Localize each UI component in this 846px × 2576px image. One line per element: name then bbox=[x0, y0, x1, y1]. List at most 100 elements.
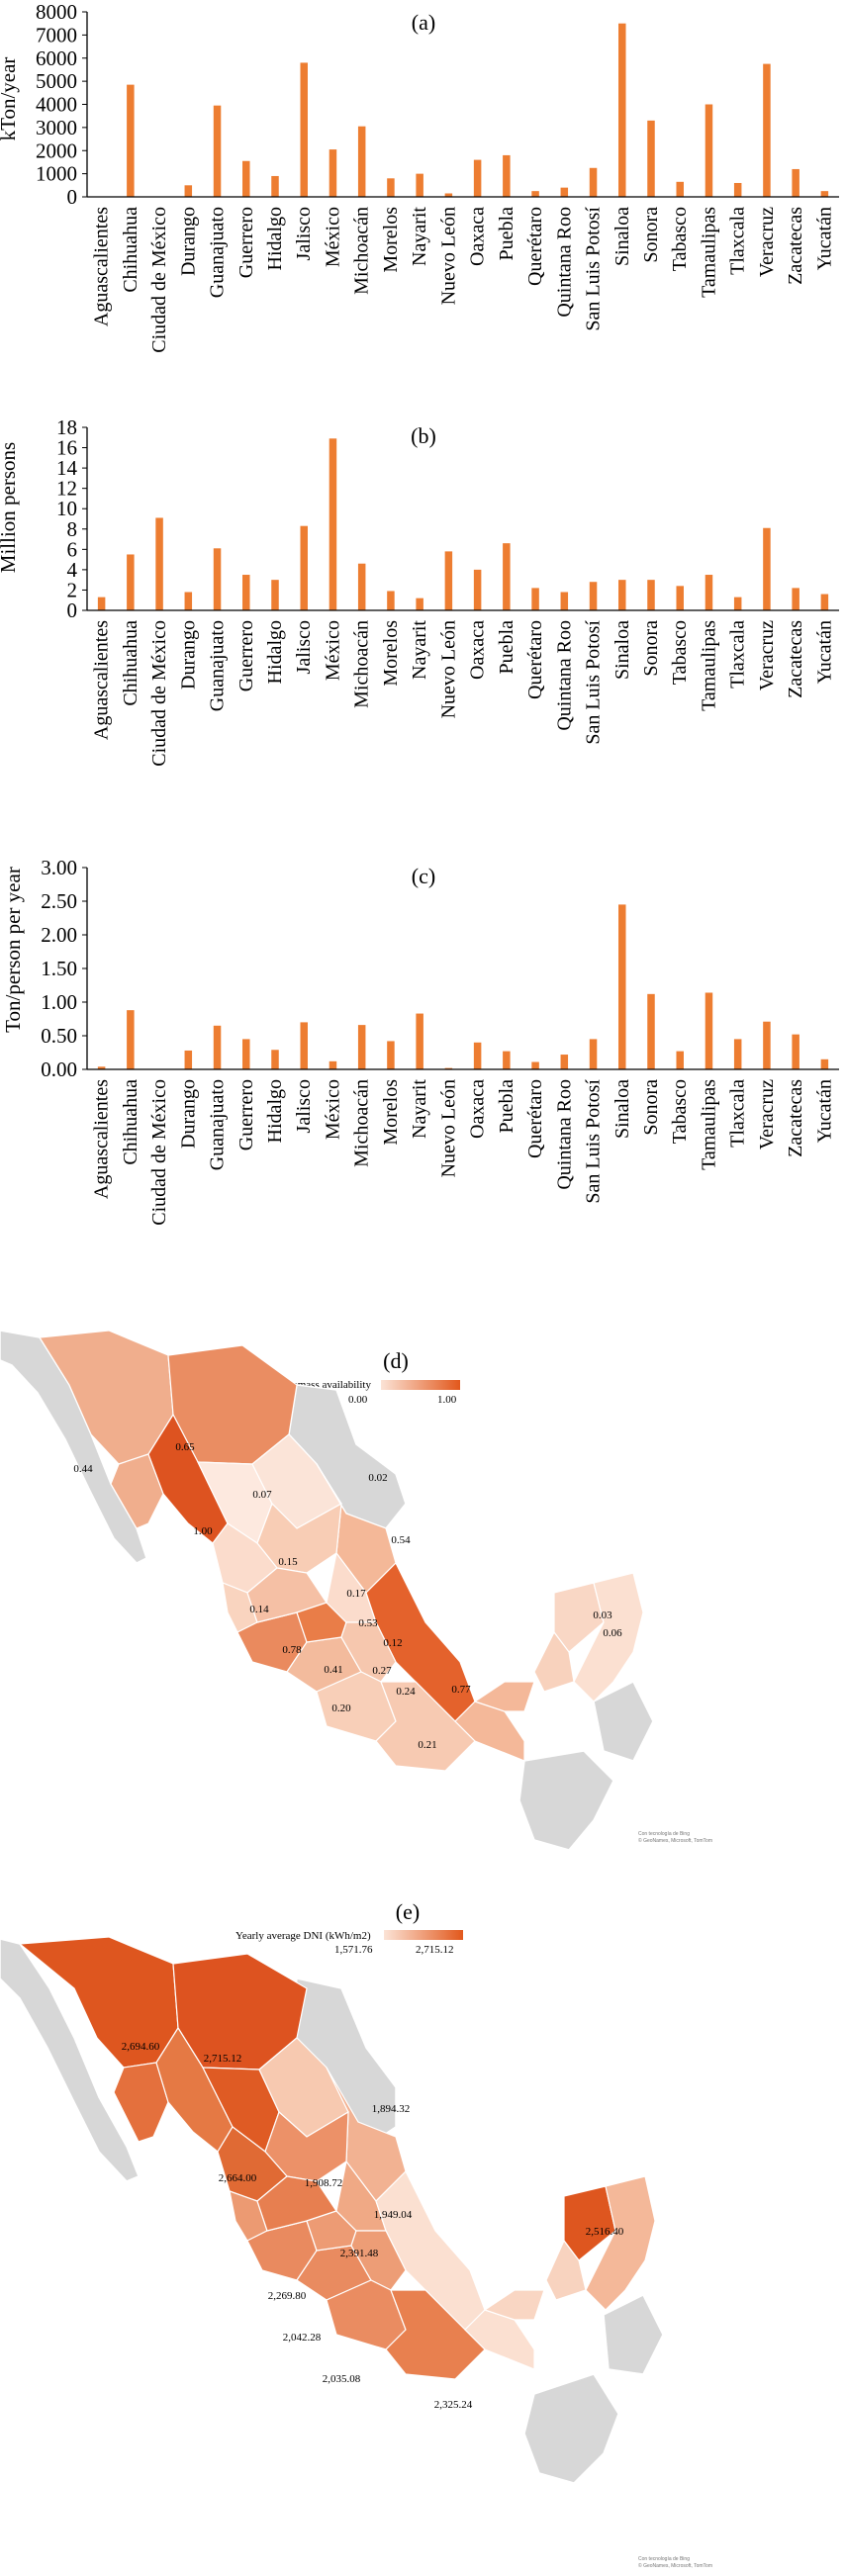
x-category-label: Tamaulipas bbox=[698, 620, 719, 711]
x-category-label: Tamaulipas bbox=[698, 207, 719, 298]
x-category-label: Tabasco bbox=[669, 207, 691, 271]
bar bbox=[127, 1010, 135, 1069]
bar bbox=[242, 575, 250, 610]
map-d-value-labels: 0.44 0.65 1.00 0.07 0.02 0.54 0.15 0.17 0.14 0.53… bbox=[73, 1441, 622, 1751]
x-category-label: Michoacán bbox=[351, 207, 373, 295]
x-category-label: Querétaro bbox=[524, 620, 546, 699]
x-category-label: Tlaxcala bbox=[727, 1079, 749, 1148]
x-category-label: Tamaulipas bbox=[698, 1079, 719, 1170]
y-tick-label: 5000 bbox=[36, 69, 77, 93]
x-category-label: Morelos bbox=[380, 207, 402, 273]
map-d-credit-1: Con tecnología de Bing bbox=[638, 1831, 690, 1837]
y-tick-label: 8000 bbox=[36, 0, 77, 24]
map-e-legend: Yearly average DNI (kWh/m2) 1,571.76 2,7… bbox=[235, 1930, 463, 1956]
x-category-label: Michoacán bbox=[351, 1079, 373, 1167]
map-d-legend-max: 1.00 bbox=[437, 1394, 457, 1406]
bar bbox=[733, 182, 742, 197]
region-value-label: 0.15 bbox=[278, 1556, 298, 1568]
bar bbox=[531, 1061, 539, 1069]
region-value-label: 1,908.72 bbox=[305, 2177, 343, 2189]
map-e-states bbox=[18, 1936, 656, 2380]
x-category-label: Tlaxcala bbox=[727, 207, 749, 275]
y-tick-label: 1.50 bbox=[41, 957, 77, 980]
map-d-legend-min: 0.00 bbox=[348, 1394, 368, 1406]
bar bbox=[329, 149, 337, 197]
x-category-label: Guerrero bbox=[235, 207, 257, 278]
y-tick-label: 16 bbox=[56, 436, 77, 460]
x-category-label: Nuevo León bbox=[437, 620, 459, 718]
region-value-label: 0.24 bbox=[396, 1686, 416, 1698]
x-category-label: Nuevo León bbox=[437, 1079, 459, 1177]
bar bbox=[503, 1051, 511, 1069]
x-category-label: Sonora bbox=[640, 207, 662, 263]
bar bbox=[127, 84, 135, 197]
bar bbox=[820, 1058, 829, 1069]
map-d-biomass-availability: (d) Normalized biomass availability 0.00… bbox=[0, 1330, 712, 1851]
map-d-states bbox=[38, 1330, 644, 1772]
x-category-label: Oaxaca bbox=[467, 1079, 489, 1139]
x-category-label: Yucatán bbox=[813, 620, 835, 684]
region-value-label: 0.07 bbox=[252, 1489, 272, 1501]
region-value-label: 1,894.32 bbox=[372, 2103, 411, 2115]
bar bbox=[618, 23, 626, 197]
bar bbox=[560, 592, 569, 610]
region-value-label: 0.14 bbox=[249, 1604, 269, 1615]
region-value-label: 0.54 bbox=[391, 1534, 411, 1546]
y-tick-label: 4000 bbox=[36, 93, 77, 117]
bar bbox=[503, 154, 511, 197]
y-tick-label: 4 bbox=[67, 558, 78, 582]
region-value-label: 0.12 bbox=[383, 1637, 402, 1649]
x-category-label: Quintana Roo bbox=[553, 207, 575, 318]
y-tick-label: 1000 bbox=[36, 162, 77, 186]
region-value-label: 0.53 bbox=[358, 1617, 378, 1629]
bar bbox=[705, 104, 713, 197]
bar bbox=[300, 525, 308, 610]
x-category-label: Nayarit bbox=[409, 620, 430, 680]
bar bbox=[733, 597, 742, 610]
bar bbox=[618, 904, 626, 1069]
x-category-label: Sonora bbox=[640, 620, 662, 677]
region-value-label: 0.27 bbox=[372, 1665, 392, 1677]
bar bbox=[387, 591, 395, 610]
x-category-label: Oaxaca bbox=[467, 620, 489, 680]
x-category-label: Yucatán bbox=[813, 1079, 835, 1143]
x-category-label: Tlaxcala bbox=[727, 620, 749, 689]
map-d-credit-2: © GeoNames, Microsoft, TomTom bbox=[638, 1837, 712, 1844]
bar bbox=[387, 178, 395, 197]
chart-c-y-ticks: 0.00 0.50 1.00 1.50 2.00 2.50 3.00 bbox=[41, 856, 87, 1081]
bar bbox=[647, 993, 655, 1069]
x-category-label: Chihuahua bbox=[120, 207, 141, 293]
x-category-label: Sinaloa bbox=[611, 620, 633, 680]
bar bbox=[184, 1050, 193, 1069]
y-tick-label: 2.50 bbox=[41, 889, 77, 913]
x-category-label: Durango bbox=[177, 207, 199, 276]
bar bbox=[503, 543, 511, 610]
map-e-legend-gradient bbox=[384, 1930, 463, 1940]
bar bbox=[589, 582, 598, 610]
bar bbox=[676, 1051, 684, 1069]
bar bbox=[473, 1042, 482, 1069]
map-e-credit-2: © GeoNames, Microsoft, TomTom bbox=[638, 2562, 712, 2569]
bar bbox=[416, 1013, 423, 1069]
region-value-label: 0.20 bbox=[331, 1702, 351, 1714]
chart-c-biomass-per-capita: (c) Ton/person per year 0.00 0.50 1.00 1.50… bbox=[1, 856, 839, 1226]
chart-a-panel-label: (a) bbox=[412, 10, 435, 35]
chart-b-y-axis-label: Million persons bbox=[0, 442, 20, 573]
bar bbox=[357, 563, 366, 610]
bar bbox=[213, 548, 222, 610]
y-tick-label: 1.00 bbox=[41, 990, 77, 1014]
bar bbox=[97, 1066, 106, 1069]
bar bbox=[763, 1021, 771, 1069]
bar bbox=[705, 575, 713, 610]
bar bbox=[242, 1039, 250, 1069]
bar bbox=[473, 569, 482, 610]
x-category-label: Tabasco bbox=[669, 1079, 691, 1144]
bar bbox=[155, 517, 163, 610]
chart-a-category-labels: Aguascalientes Chihuahua Ciudad de México D… bbox=[91, 207, 836, 353]
bar bbox=[647, 580, 655, 610]
region-value-label: 0.02 bbox=[368, 1472, 387, 1484]
bar bbox=[242, 160, 250, 197]
